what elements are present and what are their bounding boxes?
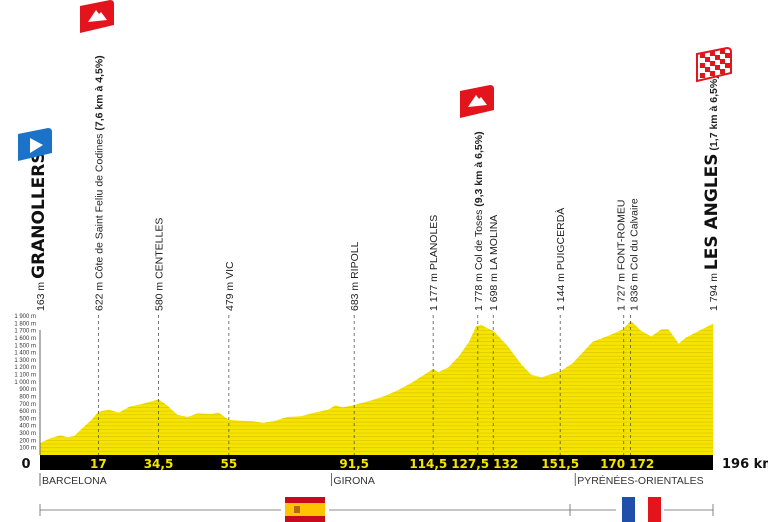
waypoint-name: LES ANGLES bbox=[702, 153, 722, 270]
y-tick-label: 400 m bbox=[19, 424, 36, 430]
waypoint-label: 163 m GRANOLLERS bbox=[29, 151, 49, 311]
y-tick-label: 1 000 m bbox=[14, 380, 36, 386]
y-tick-label: 700 m bbox=[19, 402, 36, 408]
waypoint-name: CENTELLES bbox=[153, 218, 165, 279]
waypoint-name: LA MOLINA bbox=[488, 215, 500, 270]
waypoint-climb-detail: (7,6 km à 4,5%) bbox=[93, 55, 105, 130]
y-tick-label: 1 100 m bbox=[14, 373, 36, 379]
waypoint-name: PUIGCERDÀ bbox=[554, 208, 567, 270]
y-tick-label: 1 200 m bbox=[14, 365, 36, 371]
waypoint-elevation: 1 144 m bbox=[555, 273, 567, 311]
waypoint-name: VIC bbox=[224, 261, 236, 279]
waypoint-elevation: 163 m bbox=[35, 282, 47, 311]
y-tick-label: 900 m bbox=[19, 387, 36, 393]
checkered-flag-icon bbox=[696, 46, 732, 83]
waypoint-km-label: 132 bbox=[493, 457, 518, 471]
waypoint-elevation: 622 m bbox=[93, 282, 105, 311]
waypoint-km-label: 34,5 bbox=[144, 457, 174, 471]
start-flag-icon bbox=[18, 128, 52, 161]
waypoint-climb-detail: (1,7 km à 6,5%) bbox=[708, 75, 720, 150]
y-tick-label: 1 400 m bbox=[14, 351, 36, 357]
waypoint-label: 1 698 m LA MOLINA bbox=[488, 215, 500, 311]
y-tick-label: 200 m bbox=[19, 438, 36, 444]
waypoint-label: 580 m CENTELLES bbox=[153, 218, 165, 311]
waypoint-label: 1 836 m Col du Calvaire bbox=[629, 198, 641, 311]
waypoint-elevation: 1 794 m bbox=[708, 273, 720, 311]
waypoint-km-label: 55 bbox=[221, 457, 238, 471]
waypoint-elevation: 1 698 m bbox=[488, 273, 500, 311]
waypoint-km-label: 151,5 bbox=[541, 457, 579, 471]
y-tick-label: 1 600 m bbox=[14, 336, 36, 342]
km-bar bbox=[40, 455, 713, 470]
region-label: BARCELONA bbox=[42, 475, 107, 487]
waypoint-label: 1 144 m PUIGCERDÀ bbox=[554, 208, 567, 311]
waypoint-elevation: 683 m bbox=[349, 282, 361, 311]
waypoint-label: 622 m Côte de Saint Feliu de Codines (7,… bbox=[93, 55, 105, 311]
waypoint-km-label: 114,5 bbox=[409, 457, 447, 471]
waypoint-km-label: 170 bbox=[600, 457, 625, 471]
y-tick-label: 1 300 m bbox=[14, 358, 36, 364]
waypoint-label: 1 778 m Col de Toses (9,3 km à 6,5%) bbox=[473, 131, 485, 311]
waypoint-climb-detail: (9,3 km à 6,5%) bbox=[473, 131, 485, 206]
waypoint-name: FONT-ROMEU bbox=[616, 200, 628, 271]
y-tick-label: 600 m bbox=[19, 409, 36, 415]
waypoint-elevation: 1 778 m bbox=[473, 273, 485, 311]
y-tick-label: 1 900 m bbox=[14, 314, 36, 320]
waypoint-name: RIPOLL bbox=[349, 241, 361, 279]
mountain-flag-icon bbox=[460, 85, 494, 118]
waypoint-elevation: 1 177 m bbox=[428, 273, 440, 311]
waypoint-km-label: 91,5 bbox=[339, 457, 369, 471]
waypoint-name: GRANOLLERS bbox=[29, 151, 49, 279]
waypoint-label: 1 794 m LES ANGLES (1,7 km à 6,5%) bbox=[702, 75, 722, 311]
waypoint-name: Col de Toses bbox=[473, 210, 485, 271]
waypoint-km-label: 172 bbox=[629, 457, 654, 471]
waypoint-name: Côte de Saint Feliu de Codines bbox=[93, 134, 105, 279]
y-tick-label: 100 m bbox=[19, 446, 36, 452]
waypoint-km-label: 127,5 bbox=[451, 457, 489, 471]
waypoint-elevation: 1 727 m bbox=[616, 273, 628, 311]
region-label: GIRONA bbox=[333, 475, 374, 487]
y-tick-label: 1 500 m bbox=[14, 343, 36, 349]
region-label: PYRÉNÉES-ORIENTALES bbox=[577, 474, 703, 487]
waypoint-elevation: 1 836 m bbox=[629, 273, 641, 311]
waypoint-name: Col du Calvaire bbox=[629, 198, 641, 270]
y-tick-label: 300 m bbox=[19, 431, 36, 437]
zero-km-label: 0 bbox=[21, 457, 30, 472]
y-tick-label: 500 m bbox=[19, 416, 36, 422]
spain-flag bbox=[285, 497, 325, 522]
mountain-flag-icon bbox=[80, 0, 114, 33]
france-flag bbox=[622, 497, 661, 522]
y-tick-label: 1 800 m bbox=[14, 321, 36, 327]
y-tick-label: 1 700 m bbox=[14, 329, 36, 335]
waypoint-elevation: 580 m bbox=[153, 282, 165, 311]
y-tick-label: 800 m bbox=[19, 394, 36, 400]
waypoint-name: PLANOLES bbox=[428, 215, 440, 270]
end-km-label: 196 km bbox=[722, 457, 768, 472]
waypoint-label: 1 727 m FONT-ROMEU bbox=[616, 200, 628, 311]
waypoint-label: 479 m VIC bbox=[224, 261, 236, 311]
waypoint-label: 683 m RIPOLL bbox=[349, 241, 361, 311]
waypoint-elevation: 479 m bbox=[224, 282, 236, 311]
waypoint-label: 1 177 m PLANOLES bbox=[428, 215, 440, 311]
waypoint-km-label: 17 bbox=[90, 457, 107, 471]
elevation-profile-area bbox=[40, 320, 713, 455]
